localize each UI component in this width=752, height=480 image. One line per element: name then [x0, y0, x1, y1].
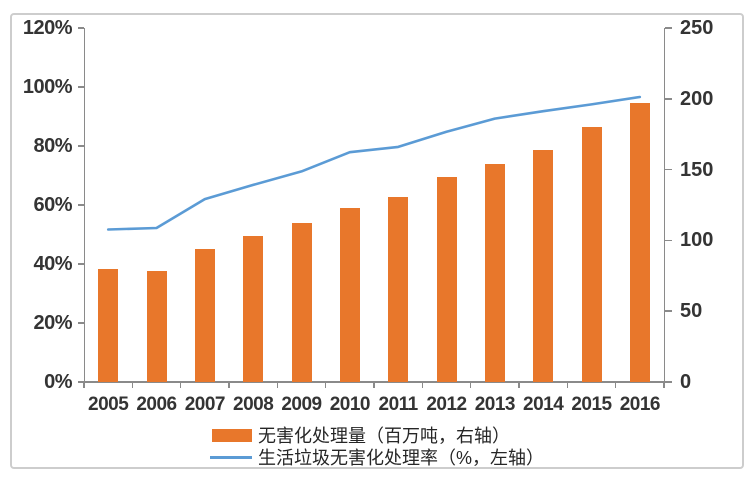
x-axis-label-2009: 2009: [281, 394, 322, 415]
bar-2006: [146, 270, 167, 382]
x-axis-label-2007: 2007: [184, 394, 226, 415]
x-axis-tick: [373, 381, 375, 388]
x-axis-label-2008: 2008: [233, 394, 274, 415]
right-axis-line: [663, 28, 666, 382]
right-axis-tick-label: 50: [680, 300, 703, 323]
left-axis-tick-label: 20%: [33, 312, 72, 334]
x-axis-label-2010: 2010: [329, 394, 371, 415]
left-axis-tick: [77, 145, 84, 147]
bar-2009: [291, 223, 312, 382]
left-axis-tick: [77, 263, 84, 265]
bar-legend-swatch: [212, 429, 252, 442]
x-axis-tick: [614, 381, 617, 388]
x-axis-tick: [566, 381, 569, 388]
bar-2005: [98, 268, 119, 382]
bar-2016: [629, 103, 650, 382]
left-axis-tick: [77, 381, 84, 383]
left-axis-tick-label: 40%: [33, 253, 72, 275]
x-axis-tick: [276, 381, 279, 388]
x-axis-label-2013: 2013: [474, 394, 516, 415]
left-axis-tick-label: 0%: [44, 371, 72, 393]
right-axis-tick: [665, 381, 672, 383]
right-axis-tick-label: 200: [680, 87, 714, 110]
bar-2011: [388, 196, 409, 382]
x-axis-label-2014: 2014: [523, 394, 564, 415]
line-legend-swatch: [210, 456, 252, 459]
right-axis-tick-label: 250: [680, 17, 714, 39]
left-axis-tick: [77, 204, 84, 206]
left-axis-tick: [77, 86, 84, 88]
right-axis-tick: [665, 27, 672, 29]
legend-label-volume: 无害化处理量（百万吨，右轴）: [258, 426, 510, 446]
right-axis-tick: [665, 168, 672, 171]
right-axis-tick-label: 0: [680, 371, 692, 393]
x-axis-tick: [228, 381, 230, 388]
right-axis-tick: [665, 98, 672, 100]
bar-2007: [194, 248, 215, 382]
bar-2013: [484, 163, 505, 382]
right-axis-tick-label: 150: [680, 158, 714, 181]
bar-2010: [339, 207, 360, 382]
x-axis-tick: [518, 381, 520, 388]
legend-label-rate: 生活垃圾无害化处理率（%，左轴）: [258, 448, 545, 468]
bar-2015: [581, 127, 602, 382]
x-axis-tick: [131, 381, 134, 388]
left-axis-tick-label: 60%: [33, 194, 72, 216]
right-axis-tick: [665, 310, 672, 312]
x-axis-tick: [663, 381, 665, 388]
x-axis-label-2012: 2012: [426, 394, 467, 415]
rate-line-path: [106, 95, 642, 231]
left-axis-tick: [77, 322, 84, 324]
bar-2008: [243, 236, 264, 382]
x-axis-tick: [324, 381, 327, 388]
x-axis-label-2015: 2015: [571, 394, 612, 415]
x-axis-tick: [179, 381, 182, 388]
x-axis-tick: [469, 381, 472, 388]
x-axis-label-2011: 2011: [378, 394, 419, 415]
left-axis-tick-label: 100%: [22, 76, 73, 98]
x-axis-tick: [83, 381, 85, 388]
right-axis-tick: [665, 239, 672, 242]
left-axis-line: [83, 28, 86, 382]
bar-2012: [436, 176, 457, 382]
left-axis-tick-label: 120%: [22, 17, 73, 39]
right-axis-tick-label: 100: [680, 229, 714, 252]
left-axis-tick: [77, 27, 84, 29]
x-axis-label-2006: 2006: [136, 394, 177, 415]
x-axis-label-2005: 2005: [88, 394, 129, 415]
left-axis-tick-label: 80%: [33, 135, 72, 157]
x-axis-label-2016: 2016: [619, 394, 661, 415]
bar-2014: [533, 149, 554, 382]
x-axis-tick: [421, 381, 424, 388]
